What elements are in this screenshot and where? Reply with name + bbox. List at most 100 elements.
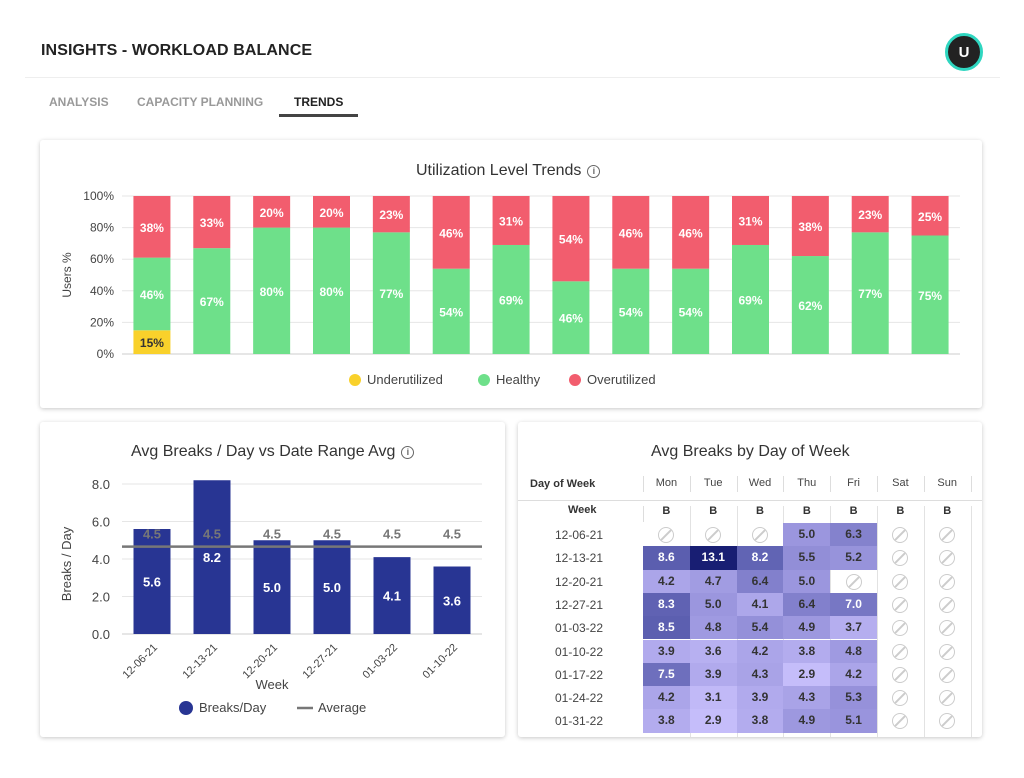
bar-segment-overutilized: [313, 196, 350, 228]
day-column-header[interactable]: Sat: [892, 477, 909, 489]
day-column-header[interactable]: Fri: [847, 477, 860, 489]
tab-analysis[interactable]: ANALYSIS: [49, 95, 109, 109]
day-column-header[interactable]: Wed: [748, 477, 772, 489]
day-column-header[interactable]: Mon: [655, 477, 678, 489]
heatmap-cell[interactable]: 8.6: [643, 546, 690, 570]
heatmap-cell[interactable]: 6.4: [783, 592, 831, 617]
column-divider: [643, 506, 644, 522]
heatmap-cell[interactable]: 5.3: [830, 686, 877, 710]
day-column-header[interactable]: Sun: [937, 477, 957, 489]
no-data-icon: [892, 666, 909, 683]
no-data-icon: [939, 643, 956, 660]
row-label: 12-13-21: [554, 551, 604, 566]
data-label: 80%: [319, 285, 343, 299]
column-divider: [689, 476, 691, 492]
heatmap-cell[interactable]: 8.3: [643, 592, 690, 617]
heatmap-cell[interactable]: 5.0: [783, 523, 831, 547]
heatmap-cell[interactable]: 8.2: [736, 546, 784, 570]
bar-segment-healthy: [253, 227, 291, 354]
heatmap-cell[interactable]: 7.0: [830, 592, 877, 617]
heatmap-cell[interactable]: 6.3: [830, 523, 877, 547]
heatmap-cell[interactable]: 3.9: [689, 662, 737, 687]
bar-segment-overutilized: [791, 196, 829, 257]
bar-segment-overutilized: [492, 196, 530, 245]
info-icon[interactable]: i: [587, 165, 601, 178]
no-data-icon: [939, 620, 956, 637]
heatmap-cell[interactable]: 3.9: [643, 639, 690, 663]
heatmap-cell[interactable]: 4.2: [736, 639, 784, 663]
data-label: 38%: [798, 220, 822, 234]
y-tick-label: 0.0: [92, 627, 110, 642]
data-label: 46%: [439, 226, 463, 240]
row-label: 01-24-22: [554, 691, 604, 706]
data-label: 31%: [499, 214, 523, 228]
heatmap-cell[interactable]: 6.4: [736, 569, 784, 593]
row-label: 12-20-21: [554, 574, 604, 589]
column-divider: [970, 506, 972, 737]
heatmap-cell[interactable]: 8.5: [643, 616, 690, 640]
heatmap-cell[interactable]: 2.9: [783, 662, 831, 687]
no-data-icon: [939, 596, 956, 613]
data-label: 46%: [679, 226, 703, 240]
bar-segment-healthy: [432, 268, 470, 354]
y-tick-label: 2.0: [92, 590, 110, 605]
heatmap-cell[interactable]: 5.0: [689, 592, 737, 617]
day-column-header[interactable]: Tue: [703, 477, 723, 489]
heatmap-cell[interactable]: 4.2: [643, 569, 690, 593]
heatmap-cell[interactable]: 3.8: [643, 709, 690, 733]
y-tick-label: 60%: [90, 252, 114, 266]
heatmap-cell[interactable]: 5.0: [783, 569, 831, 593]
heatmap-cell[interactable]: 4.3: [736, 662, 784, 687]
heatmap-cell[interactable]: 4.9: [783, 709, 831, 733]
heatmap-cell[interactable]: 3.8: [736, 709, 784, 733]
average-label: 4.5: [323, 527, 341, 542]
heatmap-cell[interactable]: 5.5: [783, 546, 831, 570]
heatmap-cell[interactable]: 2.9: [689, 709, 737, 733]
column-header-label: Day of Week: [530, 478, 596, 490]
legend-label: Underutilized: [367, 372, 443, 387]
page-title: INSIGHTS - WORKLOAD BALANCE: [41, 42, 313, 59]
data-label: 62%: [798, 299, 822, 313]
active-tab-indicator: [279, 114, 358, 117]
heatmap-cell[interactable]: 4.1: [736, 592, 784, 617]
day-column-header[interactable]: Thu: [797, 477, 817, 489]
bar: [313, 540, 351, 634]
heatmap-cell[interactable]: 5.1: [830, 709, 877, 733]
data-label: 77%: [379, 287, 403, 301]
heatmap-cell[interactable]: 4.8: [830, 639, 877, 663]
average-label: 4.5: [143, 527, 161, 542]
bar-segment-overutilized: [432, 196, 470, 269]
row-label: 01-03-22: [554, 621, 604, 636]
tab-capacity-planning[interactable]: CAPACITY PLANNING: [137, 95, 264, 109]
heatmap-cell[interactable]: 13.1: [689, 546, 737, 570]
heatmap-cell[interactable]: 3.9: [736, 686, 784, 710]
header-divider: [518, 500, 982, 501]
column-divider: [970, 476, 972, 492]
heatmap-cell[interactable]: 4.8: [689, 616, 737, 640]
heatmap-cell[interactable]: 4.2: [643, 686, 690, 710]
bar-segment-healthy: [552, 281, 590, 354]
heatmap-cell[interactable]: 5.2: [830, 546, 877, 570]
no-data-icon: [658, 527, 675, 543]
heatmap-cell[interactable]: 3.8: [783, 639, 831, 663]
average-label: 4.5: [383, 527, 401, 542]
heatmap-cell[interactable]: 3.7: [830, 616, 877, 640]
heatmap-cell[interactable]: 4.3: [783, 686, 831, 710]
row-label: 01-17-22: [554, 667, 604, 682]
info-icon[interactable]: i: [401, 446, 415, 459]
heatmap-cell[interactable]: 3.1: [689, 686, 737, 710]
user-avatar[interactable]: U: [945, 33, 983, 71]
tab-trends[interactable]: TRENDS: [294, 95, 344, 109]
heatmap-cell[interactable]: 7.5: [643, 662, 690, 687]
bar: [373, 557, 411, 634]
data-label: 46%: [559, 312, 583, 326]
heatmap-cell[interactable]: 4.7: [689, 569, 737, 593]
heatmap-cell[interactable]: 3.6: [689, 639, 737, 663]
bar-segment-healthy: [133, 257, 171, 331]
heatmap-cell[interactable]: 4.2: [830, 662, 877, 687]
heatmap-cell[interactable]: 5.4: [736, 616, 784, 640]
bar-segment-overutilized: [612, 196, 650, 269]
sub-header: B: [849, 505, 858, 517]
heatmap-cell[interactable]: 4.9: [783, 616, 831, 640]
row-header-label: Week: [568, 504, 597, 516]
